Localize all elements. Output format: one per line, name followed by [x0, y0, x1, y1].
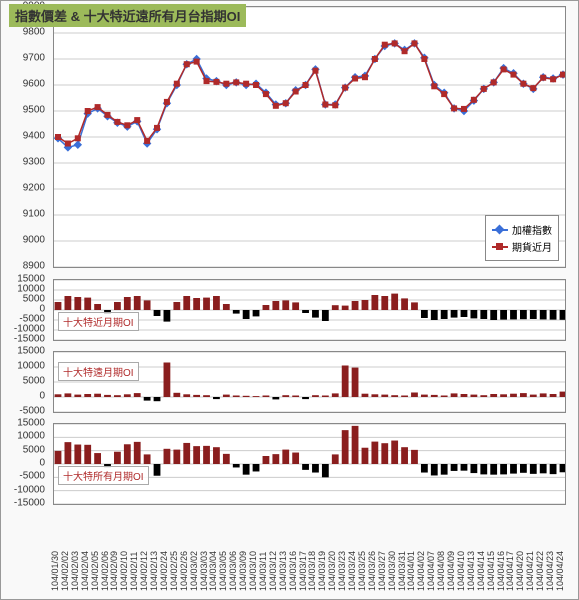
- b1-label: 十大特近月期OI: [58, 312, 139, 331]
- legend-item-2: 期貨近月: [492, 239, 552, 254]
- legend-marker-1: [492, 229, 508, 231]
- b1-y-labels: -15000-10000-5000050001000015000: [1, 279, 49, 339]
- bar-panel-far: 十大特遠月期OI: [53, 351, 566, 413]
- x-axis-labels: 104/01/30104/02/02104/02/03104/02/04104/…: [53, 503, 566, 593]
- b2-y-labels: -5000050001000015000: [1, 351, 49, 411]
- legend-label-2: 期貨近月: [512, 239, 552, 254]
- legend-marker-2: [492, 246, 508, 248]
- b3-label: 十大特所有月期OI: [58, 466, 149, 485]
- main-y-labels: 8900900091009200930094009500960097009800…: [1, 6, 49, 266]
- b2-label: 十大特遠月期OI: [58, 362, 139, 381]
- legend-item-1: 加權指數: [492, 222, 552, 237]
- chart-container: 指數價差 & 十大特近遠所有月台指期OI 8900900091009200930…: [0, 0, 579, 600]
- b3-y-labels: -15000-10000-5000050001000015000: [1, 423, 49, 503]
- chart-title: 指數價差 & 十大特近遠所有月台指期OI: [9, 4, 246, 27]
- legend: 加權指數 期貨近月: [485, 215, 559, 261]
- main-line-chart: 加權指數 期貨近月: [53, 6, 566, 268]
- bar-panel-near: 十大特近月期OI: [53, 279, 566, 341]
- legend-label-1: 加權指數: [512, 222, 552, 237]
- bar-panel-all: 十大特所有月期OI: [53, 423, 566, 505]
